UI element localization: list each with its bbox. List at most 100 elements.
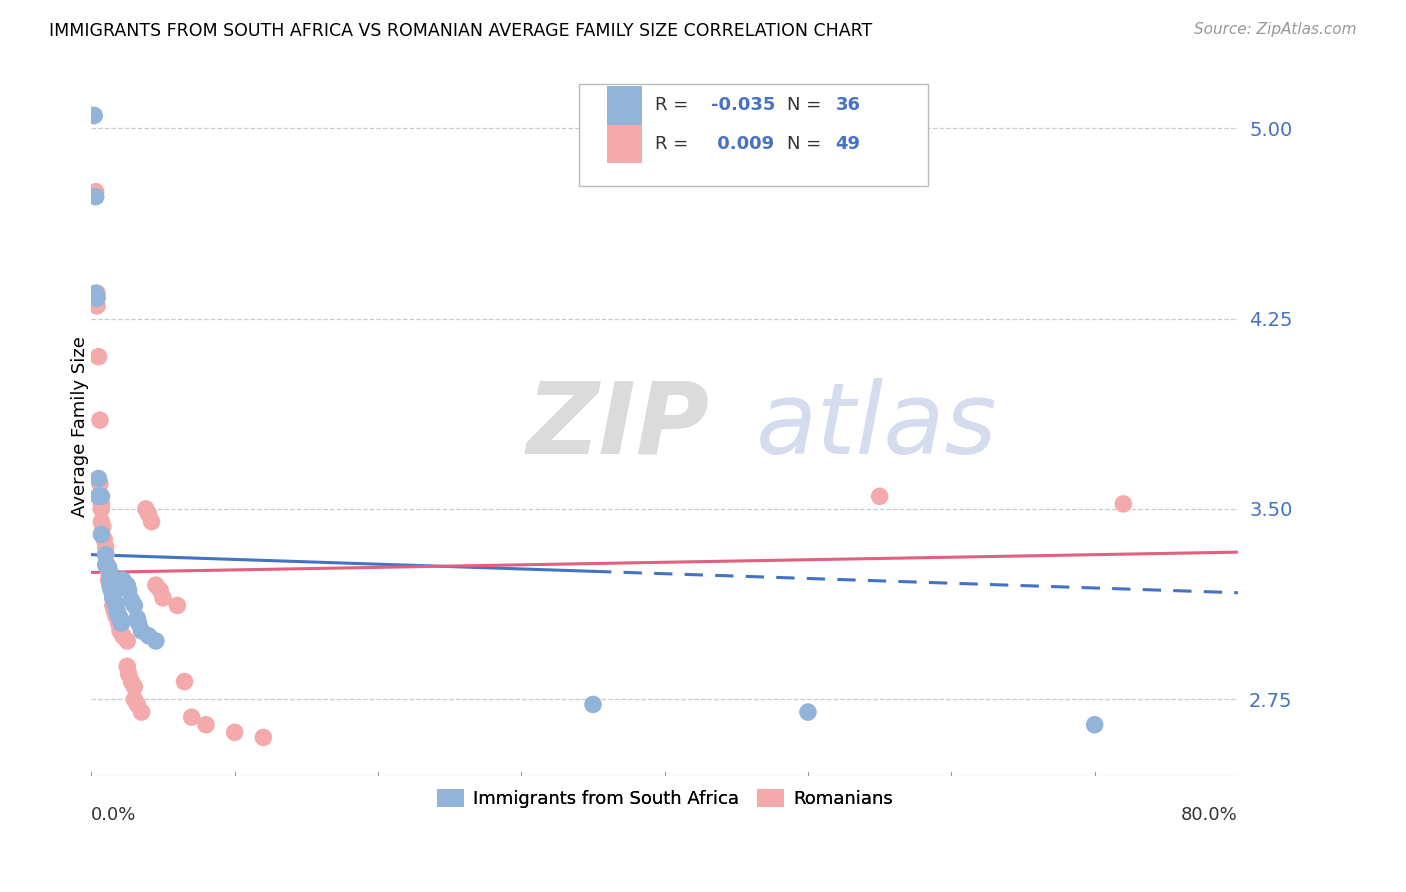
- Point: [117, 667, 139, 681]
- Text: 49: 49: [835, 135, 860, 153]
- Point: [582, 698, 605, 712]
- Point: [84, 185, 107, 199]
- Point: [105, 611, 128, 625]
- Point: [127, 611, 149, 625]
- Point: [83, 109, 105, 123]
- Point: [110, 616, 132, 631]
- Point: [97, 560, 120, 574]
- Point: [93, 533, 115, 547]
- Point: [90, 502, 112, 516]
- Point: [124, 692, 146, 706]
- Point: [100, 583, 122, 598]
- Point: [797, 705, 820, 719]
- Point: [94, 548, 117, 562]
- Text: 0.0%: 0.0%: [91, 806, 136, 824]
- Point: [96, 558, 118, 572]
- Point: [90, 527, 112, 541]
- Point: [152, 591, 174, 605]
- Point: [87, 471, 110, 485]
- Point: [86, 299, 108, 313]
- Point: [128, 616, 150, 631]
- Point: [101, 591, 124, 605]
- Text: 0.009: 0.009: [710, 135, 773, 153]
- Point: [138, 507, 160, 521]
- Point: [89, 413, 111, 427]
- Point: [94, 558, 117, 572]
- Point: [131, 705, 153, 719]
- Point: [86, 291, 108, 305]
- Point: [121, 674, 143, 689]
- Point: [166, 599, 188, 613]
- Point: [1084, 717, 1107, 731]
- Point: [100, 583, 122, 598]
- Point: [124, 599, 146, 613]
- Point: [103, 603, 125, 617]
- Point: [101, 586, 124, 600]
- Point: [101, 591, 124, 605]
- Point: [127, 698, 149, 712]
- Point: [107, 608, 129, 623]
- Text: IMMIGRANTS FROM SOUTH AFRICA VS ROMANIAN AVERAGE FAMILY SIZE CORRELATION CHART: IMMIGRANTS FROM SOUTH AFRICA VS ROMANIAN…: [49, 22, 873, 40]
- Point: [94, 548, 117, 562]
- Point: [97, 566, 120, 580]
- Point: [1112, 497, 1135, 511]
- Point: [107, 616, 129, 631]
- FancyBboxPatch shape: [579, 85, 928, 186]
- Text: N =: N =: [787, 96, 827, 114]
- Point: [117, 583, 139, 598]
- Point: [90, 515, 112, 529]
- Point: [115, 659, 138, 673]
- Point: [138, 629, 160, 643]
- Point: [98, 578, 121, 592]
- Point: [121, 593, 143, 607]
- Point: [180, 710, 202, 724]
- Text: 36: 36: [835, 96, 860, 114]
- Point: [108, 611, 131, 625]
- Legend: Immigrants from South Africa, Romanians: Immigrants from South Africa, Romanians: [429, 781, 900, 815]
- Point: [91, 520, 114, 534]
- Point: [89, 476, 111, 491]
- Point: [90, 489, 112, 503]
- Point: [145, 578, 167, 592]
- Point: [82, 109, 104, 123]
- Bar: [607, 87, 641, 125]
- Text: ZIP: ZIP: [527, 378, 710, 475]
- Text: -0.035: -0.035: [710, 96, 775, 114]
- Point: [111, 573, 134, 587]
- Point: [101, 599, 124, 613]
- Point: [104, 599, 127, 613]
- Point: [105, 603, 128, 617]
- Point: [86, 286, 108, 301]
- Point: [98, 566, 121, 580]
- Point: [173, 674, 195, 689]
- Point: [115, 578, 138, 592]
- Point: [97, 573, 120, 587]
- Point: [87, 350, 110, 364]
- Point: [141, 515, 163, 529]
- Y-axis label: Average Family Size: Average Family Size: [72, 336, 89, 516]
- Point: [103, 593, 125, 607]
- Point: [135, 502, 157, 516]
- Text: Source: ZipAtlas.com: Source: ZipAtlas.com: [1194, 22, 1357, 37]
- Point: [98, 573, 121, 587]
- Point: [195, 717, 218, 731]
- Point: [224, 725, 246, 739]
- Point: [149, 583, 172, 598]
- Text: N =: N =: [787, 135, 827, 153]
- Point: [124, 680, 146, 694]
- Point: [111, 629, 134, 643]
- Point: [104, 608, 127, 623]
- Point: [90, 497, 112, 511]
- Point: [115, 634, 138, 648]
- Bar: [607, 125, 641, 163]
- Point: [87, 489, 110, 503]
- Point: [131, 624, 153, 638]
- Point: [252, 731, 274, 745]
- Point: [869, 489, 891, 503]
- Point: [145, 634, 167, 648]
- Text: R =: R =: [655, 135, 695, 153]
- Text: atlas: atlas: [756, 378, 998, 475]
- Point: [108, 624, 131, 638]
- Point: [98, 578, 121, 592]
- Point: [84, 190, 107, 204]
